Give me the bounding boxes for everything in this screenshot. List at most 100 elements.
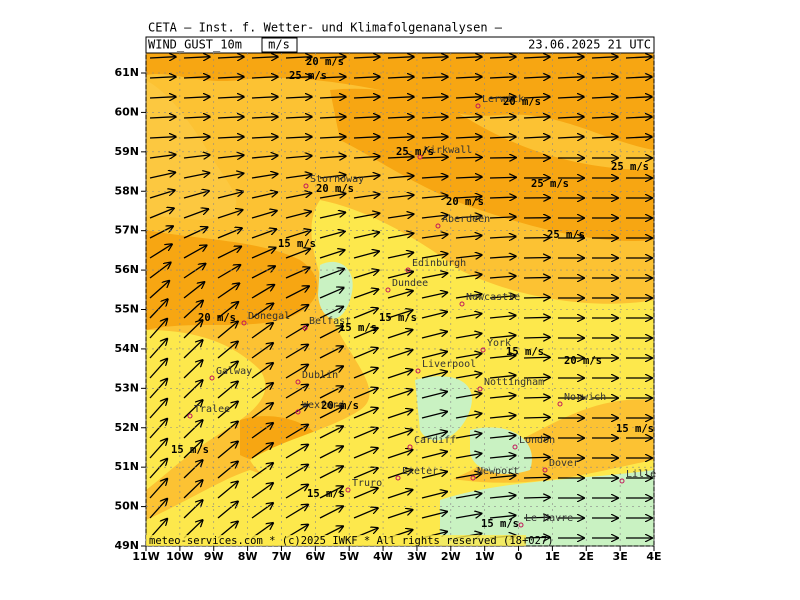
lon-label: 2E xyxy=(579,550,594,563)
wind-arrow xyxy=(455,413,482,419)
wind-arrow xyxy=(149,172,175,179)
wind-arrow xyxy=(387,97,414,98)
wind-arrow xyxy=(183,227,208,239)
wind-arrow xyxy=(251,323,273,339)
wind-arrow xyxy=(523,317,550,318)
wind-arrow xyxy=(251,117,278,118)
wind-arrow xyxy=(489,335,516,338)
wind-arrow xyxy=(387,350,413,359)
wind-arrow xyxy=(285,57,312,58)
wind-arrow xyxy=(353,137,380,138)
wind-arrow xyxy=(353,289,378,299)
wind-arrow xyxy=(319,97,346,98)
field-weak xyxy=(250,200,654,500)
wind-arrow xyxy=(285,465,308,479)
wind-arrow xyxy=(285,212,311,219)
wind-arrow xyxy=(217,302,238,319)
city-label: Edinburgh xyxy=(412,258,466,269)
city-label: Newport xyxy=(477,466,519,477)
wind-arrow xyxy=(523,377,550,378)
city-label: Stornoway xyxy=(310,174,364,185)
contour-label: 20 m/s xyxy=(564,355,602,367)
wind-arrow xyxy=(387,330,413,339)
wind-arrow xyxy=(149,459,167,479)
lon-label: 3E xyxy=(613,550,628,563)
wind-arrow xyxy=(421,234,448,238)
city-label: Donegal xyxy=(248,311,290,322)
city-marker xyxy=(619,478,625,484)
wind-arrow xyxy=(319,446,343,459)
lon-label: 7W xyxy=(272,550,292,563)
contour-label: 15 m/s xyxy=(481,518,519,530)
wind-arrow xyxy=(455,513,482,519)
wind-arrow xyxy=(557,57,584,58)
wind-arrow xyxy=(149,77,176,78)
wind-arrow xyxy=(353,251,379,259)
wind-arrow xyxy=(421,472,447,479)
wind-arrow xyxy=(149,519,167,539)
city-label: Newcastle xyxy=(466,292,520,303)
wind-arrow xyxy=(319,117,346,118)
wind-arrows xyxy=(149,57,652,539)
city-label: London xyxy=(519,435,555,446)
wind-arrow xyxy=(421,215,448,218)
wind-arrow xyxy=(625,57,652,58)
wind-arrow xyxy=(353,308,378,319)
lon-label: 1W xyxy=(475,550,495,563)
wind-arrow xyxy=(285,286,309,299)
wind-arrow xyxy=(489,415,516,418)
wind-arrow xyxy=(489,395,516,398)
wind-arrow xyxy=(251,248,276,259)
wind-arrow xyxy=(217,137,244,138)
wind-arrow xyxy=(353,448,378,459)
wind-arrow xyxy=(183,460,203,479)
city-marker xyxy=(385,287,391,293)
wind-arrow xyxy=(285,174,312,178)
wind-arrow xyxy=(183,300,203,319)
wind-arrow xyxy=(353,77,380,78)
city-label: Dublin xyxy=(302,370,338,381)
wind-arrow xyxy=(183,480,203,499)
wind-arrow xyxy=(489,57,516,58)
city-label: Galway xyxy=(216,366,252,377)
wind-arrow xyxy=(149,97,176,98)
wind-arrow xyxy=(421,352,447,359)
wind-arrow xyxy=(591,117,618,118)
wind-arrow xyxy=(523,277,550,278)
city-label: Lille xyxy=(626,469,656,480)
wind-arrow xyxy=(183,360,203,379)
city-marker xyxy=(477,386,483,392)
wind-arrow xyxy=(523,117,550,118)
wind-arrow xyxy=(387,390,413,399)
city-marker xyxy=(187,413,193,419)
wind-arrow xyxy=(149,439,167,459)
city-label: Le Havre xyxy=(525,513,573,524)
wind-arrow xyxy=(455,453,482,459)
wind-arrow xyxy=(353,408,378,419)
contour-label: 20 m/s xyxy=(316,183,354,195)
wind-arrow xyxy=(285,325,308,339)
wind-arrow xyxy=(455,493,482,499)
wind-arrow xyxy=(217,441,238,459)
wind-arrow xyxy=(523,517,550,518)
wind-arrow xyxy=(455,77,482,78)
wind-arrow xyxy=(489,197,516,198)
wind-arrow xyxy=(217,361,238,379)
wind-arrow xyxy=(455,314,482,319)
wind-arrow xyxy=(421,452,447,459)
contour-label: 15 m/s xyxy=(506,346,544,358)
wind-arrow xyxy=(523,497,550,498)
wind-arrow xyxy=(149,299,168,319)
lat-label: 52N xyxy=(114,421,139,434)
wind-arrow xyxy=(183,77,210,78)
wind-arrow xyxy=(319,212,345,219)
lon-label: 11W xyxy=(132,550,159,563)
wind-arrow xyxy=(353,488,378,499)
wind-arrow xyxy=(217,401,238,419)
wind-arrow xyxy=(285,425,308,439)
wind-arrow xyxy=(285,156,312,158)
wind-arrow xyxy=(251,77,278,78)
contour-label: 15 m/s xyxy=(379,312,417,324)
wind-arrow xyxy=(149,137,176,138)
wind-arrow xyxy=(591,77,618,78)
